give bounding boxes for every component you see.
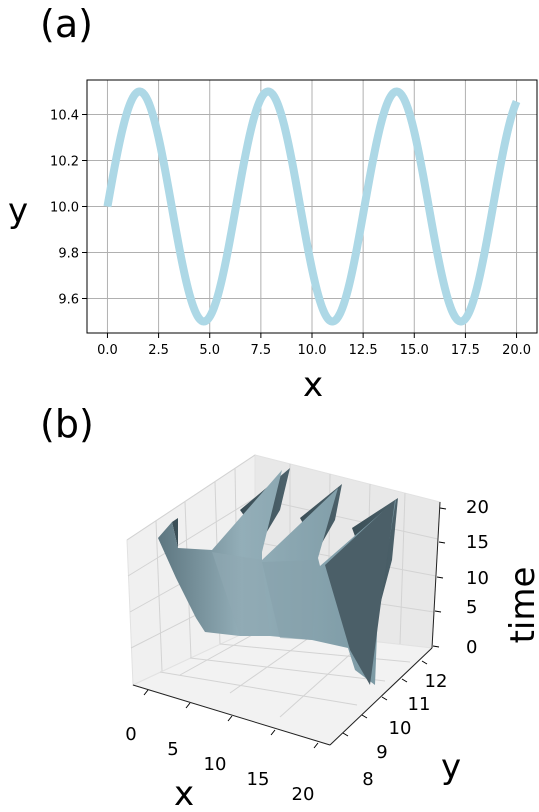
series-line [103, 87, 521, 326]
z-axis-label: time [503, 567, 539, 644]
x-tick-label: 7.5 [251, 343, 272, 358]
x-axis-label: x [174, 774, 194, 812]
x-tick-label: 15.0 [400, 343, 429, 358]
z-tick-label: 20 [466, 497, 489, 518]
surface-highlight-1 [212, 552, 270, 636]
y-tick-mark [381, 696, 388, 701]
x-tick-mark [227, 715, 233, 722]
x-tick-label: 15 [247, 769, 270, 790]
z-tick-mark [432, 645, 440, 648]
y-tick-label: 9.6 [58, 293, 79, 308]
y-tick-label: 10.2 [50, 155, 79, 170]
surface-back-fin-1 [172, 518, 178, 548]
x-tick-label: 10 [204, 754, 227, 775]
x-tick-label: 10.0 [298, 343, 327, 358]
axes-edges [132, 501, 441, 746]
surface-highlight-2 [262, 560, 318, 640]
line-chart: 0.0 2.5 5.0 7.5 10.0 12.5 15.0 17.5 20.0 9.6 9.8 10… [8, 79, 538, 400]
x-tick-label: 20.0 [502, 343, 531, 358]
x-tick-label: 5.0 [199, 343, 220, 358]
y-tick-label: 8 [362, 769, 373, 790]
y-tick-label: 10.4 [50, 109, 79, 124]
z-tick-label: 5 [466, 597, 477, 618]
z-tick-mark [434, 610, 442, 613]
z-tick-label: 15 [466, 532, 489, 553]
z-tick-mark [439, 507, 447, 510]
z-tick-label: 0 [466, 637, 477, 658]
surface [158, 468, 398, 685]
z-tick-label: 10 [466, 568, 489, 589]
y-tick-label: 11 [408, 694, 431, 715]
y-tick-label: 10 [389, 718, 412, 739]
panel-a-label: (a) [40, 2, 93, 46]
x-tick-mark [185, 702, 191, 709]
y-tick-label: 12 [425, 671, 448, 692]
x-tick-label: 12.5 [349, 343, 378, 358]
y-tick-label: 9.8 [58, 247, 79, 262]
y-tick-label: 10.0 [50, 201, 79, 216]
y-tick-mark [361, 714, 368, 719]
x-axis-label: x [303, 365, 323, 400]
surface-dark-face [325, 500, 395, 685]
y-tick-label: 9 [376, 742, 387, 763]
x-tick-label: 5 [167, 739, 178, 760]
x-tick-label: 0 [125, 724, 136, 745]
x-tick-label: 0.0 [97, 343, 118, 358]
y-tick-mark [401, 678, 408, 683]
x-tick-mark [313, 742, 319, 749]
y-axis-label: y [441, 747, 461, 787]
x-tick-label: 20 [292, 784, 315, 805]
x-tick-label: 2.5 [148, 343, 169, 358]
panel-b-label: (b) [40, 402, 94, 446]
z-tick-mark [436, 576, 444, 579]
z-tick-mark [438, 541, 446, 544]
y-axis-label: y [8, 191, 28, 231]
y-tick-mark [342, 732, 349, 737]
x-tick-mark [270, 729, 276, 736]
x-tick-mark [143, 689, 149, 696]
x-tick-label: 17.5 [451, 343, 480, 358]
y-tick-mark [421, 660, 428, 665]
